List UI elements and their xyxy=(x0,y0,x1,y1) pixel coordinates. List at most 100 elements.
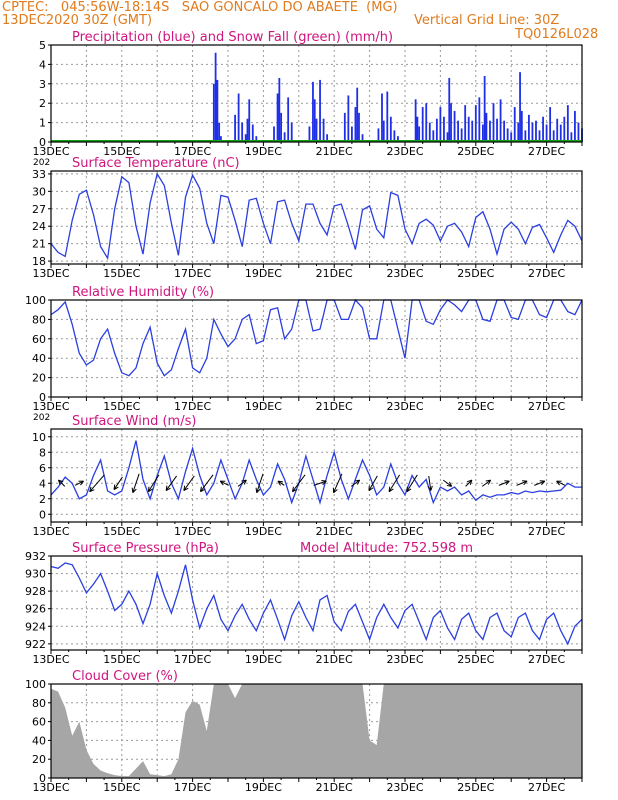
precip-bar xyxy=(347,95,350,142)
x-tick-label: 23DEC xyxy=(386,145,423,158)
run-date: 13DEC2020 30Z (GMT) xyxy=(2,13,153,28)
precip-bar xyxy=(489,120,491,142)
x-tick-label: 17DEC xyxy=(174,400,211,413)
precip-bar xyxy=(506,128,509,142)
x-tick-label: 25DEC xyxy=(457,653,494,666)
wind-arrow-shaft xyxy=(428,475,432,491)
x-tick-label: 15DEC xyxy=(103,525,140,538)
series-line xyxy=(50,298,583,377)
y-tick-label: 10 xyxy=(32,431,46,444)
x-tick-label: 15DEC xyxy=(103,145,140,158)
wind-arrow-head xyxy=(199,486,202,492)
y-tick-label: 924 xyxy=(25,620,46,633)
precip-bar xyxy=(278,77,281,142)
wind-arrow xyxy=(516,480,528,486)
wind-arrow-head xyxy=(322,480,327,485)
wind-arrow-shaft xyxy=(89,474,105,492)
wind-arrow-head xyxy=(89,489,95,493)
precip-bar xyxy=(319,79,321,142)
x-tick-label: 15DEC xyxy=(103,267,140,280)
x-tick-label: 17DEC xyxy=(174,267,211,280)
wind-arrow xyxy=(534,480,546,486)
wind-arrow-head xyxy=(147,486,150,492)
precip-bar xyxy=(218,122,221,142)
x-tick-label: 21DEC xyxy=(316,525,353,538)
precip-bar xyxy=(280,112,282,142)
wind-arrow-head xyxy=(523,480,528,486)
wind-arrow-head xyxy=(131,487,134,493)
wind-arrow-head xyxy=(505,480,510,486)
wind-arrow xyxy=(277,480,285,486)
x-tick-label: 15DEC xyxy=(103,781,140,794)
x-tick-label: 13DEC xyxy=(32,400,69,413)
x-tick-label: 13DEC xyxy=(32,267,69,280)
y-tick-label: 60 xyxy=(32,716,46,729)
wind-arrow-head xyxy=(487,479,492,485)
precip-bar xyxy=(237,93,240,142)
wind-arrow-head xyxy=(165,485,168,491)
x-tick-label: 25DEC xyxy=(457,525,494,538)
precip-bar xyxy=(513,107,516,142)
panel-title: Surface Temperature (nC) xyxy=(72,156,240,171)
x-tick-label: 27DEC xyxy=(528,267,565,280)
x-tick-label: 21DEC xyxy=(316,781,353,794)
wind-arrow xyxy=(57,479,66,487)
wind-arrow xyxy=(199,474,214,493)
wind-arrow xyxy=(131,473,140,494)
x-tick-label: 23DEC xyxy=(386,400,423,413)
wind-arrow-head xyxy=(321,480,327,482)
wind-arrow-shaft xyxy=(465,479,473,487)
wind-arrow-head xyxy=(466,479,473,483)
wind-arrow-head xyxy=(277,480,283,483)
wind-arrow xyxy=(237,479,247,487)
wind-arrow-shaft xyxy=(256,473,264,493)
precip-bar xyxy=(443,116,445,142)
wind-arrow-head xyxy=(485,479,491,482)
precip-bar xyxy=(212,83,215,142)
y-tick-label: 2 xyxy=(39,493,46,506)
panel-frame xyxy=(50,170,583,265)
wind-arrow-head xyxy=(243,479,247,485)
y-tick-label: 8 xyxy=(39,446,46,459)
wind-arrow-head xyxy=(469,479,473,485)
y-tick-label: 926 xyxy=(25,603,46,616)
x-tick-label: 27DEC xyxy=(528,145,565,158)
y-tick-label: 30 xyxy=(32,185,46,198)
x-tick-label: 13DEC xyxy=(32,781,69,794)
wind-arrow xyxy=(332,473,343,494)
wind-arrow-shaft xyxy=(534,480,545,486)
wind-arrow xyxy=(89,474,105,493)
precip-bar xyxy=(524,130,527,142)
y-tick-label: 60 xyxy=(32,333,46,346)
wind-arrow-shaft xyxy=(147,474,160,492)
precip-bar xyxy=(234,114,236,142)
wind-arrow-shaft xyxy=(277,480,285,486)
precip-bar xyxy=(214,52,217,143)
precip-bar xyxy=(313,99,316,142)
y-tick-label: 100 xyxy=(25,678,46,691)
wind-arrow-shaft xyxy=(498,480,510,486)
wind-arrow-head xyxy=(356,479,361,485)
wind-arrow-shaft xyxy=(350,479,360,487)
precip-bar xyxy=(453,110,456,142)
precip-bar xyxy=(358,112,360,142)
wind-arrow xyxy=(255,473,264,494)
precip-bar xyxy=(485,112,488,142)
wind-arrow-shaft xyxy=(556,480,566,486)
product-code: TQ0126L028 xyxy=(515,27,599,42)
precip-bar xyxy=(377,128,380,142)
precip-bar xyxy=(322,118,325,142)
precip-bar xyxy=(435,118,438,142)
wind-arrow-head xyxy=(219,480,224,486)
precip-bar xyxy=(381,93,383,142)
wind-arrow xyxy=(183,475,195,492)
series-line xyxy=(50,440,582,505)
precip-bar xyxy=(464,105,467,142)
precip-bar xyxy=(356,87,359,142)
precip-bar xyxy=(326,134,329,142)
precip-bar xyxy=(474,105,477,142)
wind-arrow-head xyxy=(368,487,374,492)
precip-bar xyxy=(382,120,385,142)
wind-arrow-head xyxy=(58,479,64,483)
